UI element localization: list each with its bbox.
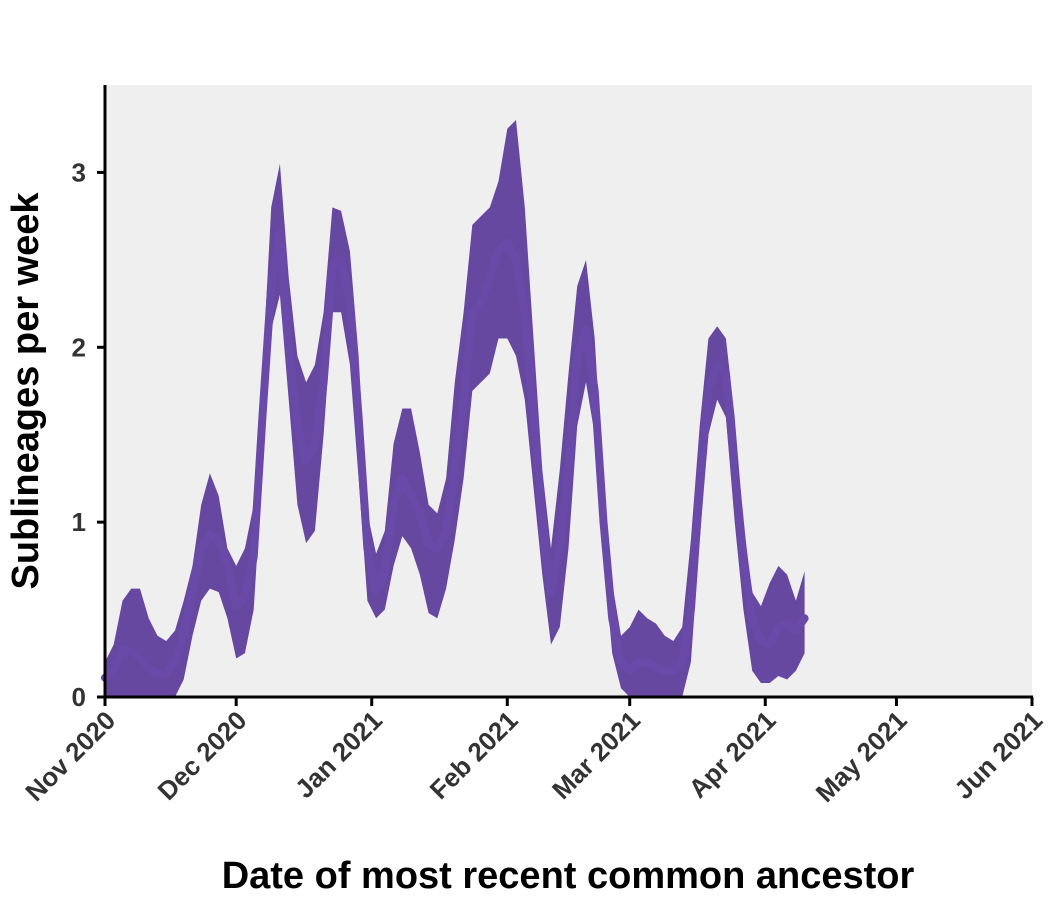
x-axis-title: Date of most recent common ancestor	[222, 855, 915, 897]
mean-line-0	[101, 229, 809, 682]
y-tick-label: 3	[72, 157, 86, 187]
x-axis-ticks: Nov 2020 Dec 2020 Jan 2021 Feb 2021 Mar 2021…	[19, 697, 1048, 808]
y-tick-label: 2	[72, 332, 86, 362]
plot-marks	[101, 120, 809, 697]
y-axis-ticks: 0 1 2 3	[72, 157, 105, 712]
x-tick-label: Feb 2021	[424, 705, 524, 805]
x-tick-label: Mar 2021	[546, 705, 646, 805]
y-tick-label: 0	[72, 682, 86, 712]
y-tick-label: 1	[72, 507, 86, 537]
x-tick-label: Jun 2021	[948, 705, 1048, 805]
x-tick-label: Dec 2020	[151, 705, 252, 806]
y-axis-title: Sublineages per week	[5, 192, 47, 590]
x-tick-label: Nov 2020	[19, 705, 121, 807]
x-tick-label: Apr 2021	[683, 705, 782, 804]
x-tick-label: Jan 2021	[289, 705, 388, 804]
x-tick-label: May 2021	[810, 705, 913, 808]
